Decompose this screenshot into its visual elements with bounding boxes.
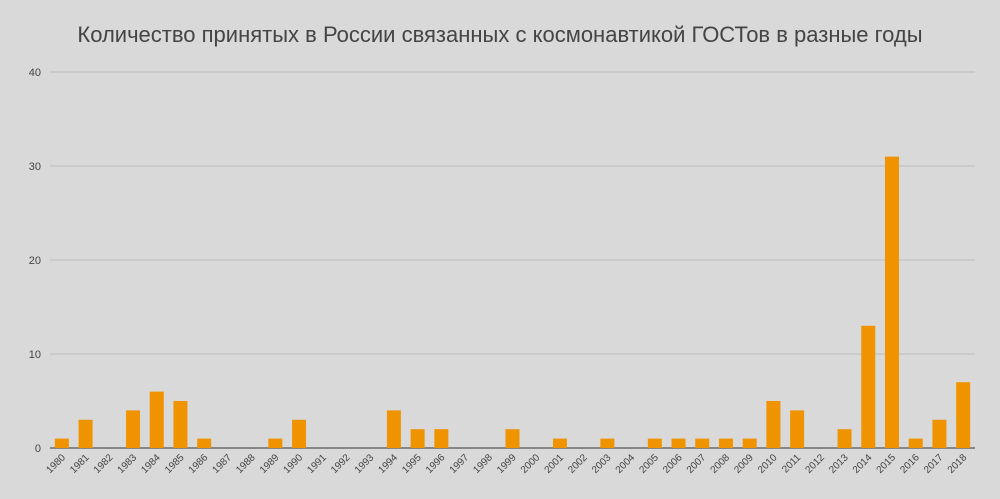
bar-2001	[552, 438, 567, 448]
x-tick-label: 1983	[116, 452, 140, 476]
x-tick-label: 2017	[922, 452, 946, 476]
bar-2013	[837, 429, 852, 448]
x-tick-label: 1989	[258, 452, 282, 476]
chart-title: Количество принятых в России связанных с…	[77, 22, 923, 47]
bar-2011	[790, 410, 805, 448]
x-tick-label: 1999	[495, 452, 519, 476]
x-tick-label: 2005	[637, 452, 661, 476]
x-tick-label: 1995	[400, 452, 424, 476]
x-tick-label: 2001	[543, 452, 567, 476]
bar-1980	[54, 438, 69, 448]
x-tick-label: 2010	[756, 452, 780, 476]
x-tick-label: 1991	[305, 452, 329, 476]
x-tick-label: 1987	[210, 452, 234, 476]
x-tick-label: 1994	[377, 452, 401, 476]
x-tick-label: 1982	[92, 452, 116, 476]
y-tick-label: 40	[29, 67, 41, 79]
x-tick-label: 2018	[946, 452, 970, 476]
bar-1983	[126, 410, 141, 448]
x-tick-label: 2015	[875, 452, 899, 476]
bar-2009	[742, 438, 757, 448]
bar-1994	[386, 410, 401, 448]
bar-2017	[932, 419, 947, 448]
bar-1999	[505, 429, 520, 448]
y-tick-label: 0	[35, 443, 41, 455]
bar-2005	[647, 438, 662, 448]
x-tick-label: 1990	[282, 452, 306, 476]
bar-2007	[695, 438, 710, 448]
y-axis-ticks: 0 10 20 30 40	[29, 67, 41, 455]
x-tick-label: 1981	[68, 452, 92, 476]
bar-1995	[410, 429, 425, 448]
bar-2015	[884, 156, 899, 448]
bar-2016	[908, 438, 923, 448]
bar-2006	[671, 438, 686, 448]
x-tick-label: 2003	[590, 452, 614, 476]
x-tick-label: 2004	[614, 452, 638, 476]
x-tick-label: 1997	[448, 452, 472, 476]
x-tick-label: 2002	[566, 452, 590, 476]
x-tick-label: 2009	[732, 452, 756, 476]
bar-1989	[268, 438, 283, 448]
bar-1990	[292, 419, 307, 448]
bar-1984	[149, 391, 164, 448]
x-tick-label: 1993	[353, 452, 377, 476]
bar-1986	[197, 438, 212, 448]
x-tick-label: 2008	[709, 452, 733, 476]
x-tick-label: 2014	[851, 452, 875, 476]
bar-1996	[434, 429, 449, 448]
y-tick-label: 20	[29, 255, 41, 267]
x-axis-ticks: 1980 1981 1982 1983 1984 1985 1986 1987 1988 1989…	[44, 452, 969, 476]
x-tick-label: 2012	[803, 452, 827, 476]
x-tick-label: 2016	[898, 452, 922, 476]
bar-2010	[766, 401, 781, 448]
grid-layer	[50, 71, 975, 449]
x-tick-label: 1998	[471, 452, 495, 476]
x-tick-label: 1996	[424, 452, 448, 476]
bar-2014	[861, 325, 876, 448]
bar-1985	[173, 401, 188, 448]
x-tick-label: 1986	[187, 452, 211, 476]
y-tick-label: 10	[29, 349, 41, 361]
x-tick-label: 1992	[329, 452, 353, 476]
bar-2018	[956, 382, 971, 448]
x-tick-label: 2000	[519, 452, 543, 476]
x-tick-label: 1984	[139, 452, 163, 476]
x-tick-label: 1988	[234, 452, 258, 476]
bars-layer	[54, 156, 971, 448]
x-tick-label: 2013	[827, 452, 851, 476]
bar-2008	[718, 438, 733, 448]
bar-1981	[78, 419, 93, 448]
x-tick-label: 2007	[685, 452, 709, 476]
bar-2003	[600, 438, 615, 448]
x-tick-label: 1980	[44, 452, 68, 476]
x-tick-label: 2011	[780, 452, 803, 475]
x-tick-label: 2006	[661, 452, 685, 476]
y-tick-label: 30	[29, 161, 41, 173]
x-tick-label: 1985	[163, 452, 187, 476]
